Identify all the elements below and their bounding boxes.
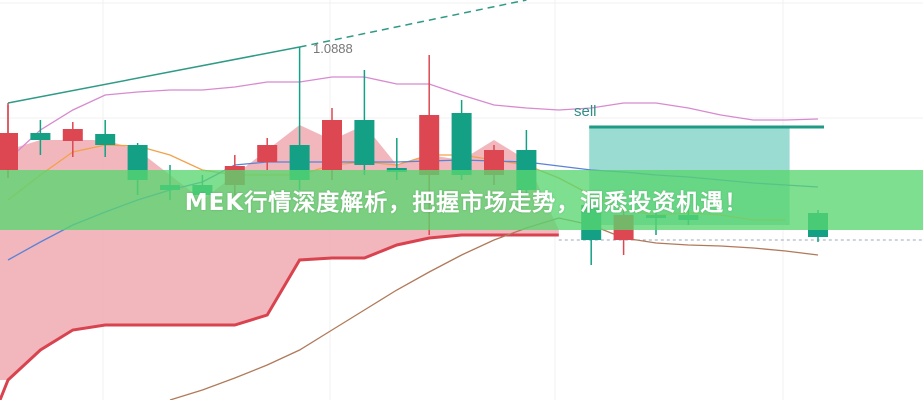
- cloud-area: [0, 125, 559, 380]
- candle-body-down: [484, 150, 504, 175]
- peak-price-label: 1.0888: [313, 41, 353, 56]
- candle-body-down: [419, 115, 440, 175]
- upper-band-line: [7, 76, 819, 161]
- candle-body-down: [62, 129, 83, 141]
- candle-body-up: [451, 113, 472, 175]
- cloud-lower-edge: [0, 233, 559, 400]
- candle-body-down: [0, 133, 18, 170]
- trendline-projection: [299, 0, 527, 48]
- candle-body-up: [30, 133, 51, 140]
- lower-band-line: [169, 217, 819, 400]
- headline-text: MEK行情深度解析，把握市场走势，洞悉投资机遇！: [184, 190, 749, 216]
- candle-body-up: [95, 134, 116, 145]
- headline-banner: MEK行情深度解析，把握市场走势，洞悉投资机遇！: [0, 170, 923, 230]
- candle-body-down: [322, 120, 342, 170]
- sell-label: sell: [574, 103, 597, 120]
- candle-body-down: [257, 145, 278, 162]
- trendline-solid: [7, 46, 300, 104]
- trendline: [7, 0, 527, 133]
- candle-body-up: [354, 120, 375, 165]
